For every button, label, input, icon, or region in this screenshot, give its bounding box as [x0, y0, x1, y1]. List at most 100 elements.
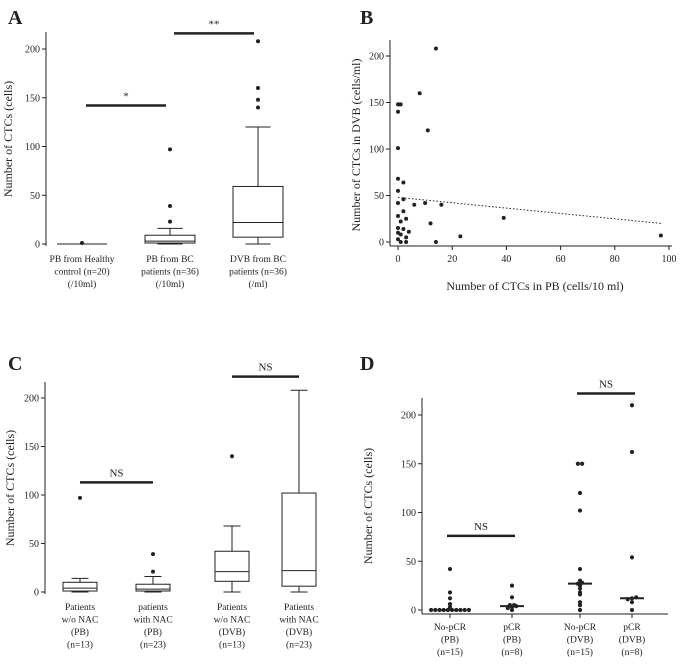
- panel-b-x-tick-label-1: 20: [447, 254, 457, 265]
- panel-d-significance-label-0: NS: [474, 521, 488, 533]
- panel-d-y-tick-label-3: 150: [401, 459, 416, 470]
- panel-a-y-axis-label: Number of CTCs (cells): [1, 81, 15, 197]
- panel-a-outlier-2-1: [256, 97, 260, 102]
- panel-letter-a: A: [8, 7, 23, 29]
- panel-d-dot-0-14: [447, 566, 453, 572]
- panel-d-dot-2-0: [577, 607, 583, 613]
- panel-b-point-31: [458, 234, 463, 239]
- panel-b-point-23: [412, 202, 417, 207]
- panel-b-point-13: [398, 232, 403, 237]
- panel-d-dot-3-5: [629, 555, 635, 560]
- panel-d-dot-2-1: [577, 600, 583, 605]
- panel-b-point-11: [396, 237, 400, 242]
- panel-d-dot-3-6: [629, 449, 635, 455]
- panel-d-dot-3-0: [629, 607, 635, 613]
- panel-a-y-tick-label-0: 0: [35, 240, 40, 251]
- panel-b-point-29: [433, 240, 438, 244]
- panel-a-outlier-1-1: [168, 203, 172, 208]
- panel-b-point-30: [439, 202, 444, 207]
- panel-d-dot-0-0: [429, 607, 434, 613]
- panel-c-y-tick-label-0: 0: [34, 588, 39, 599]
- panel-d-y-tick-label-4: 200: [401, 411, 416, 422]
- panel-a-outlier-0-0: [80, 241, 84, 246]
- panel-a-outlier-2-3: [256, 39, 260, 44]
- panel-b-point-2: [398, 102, 403, 107]
- panel-d-y-axis-label: Number of CTCs (cells): [361, 448, 375, 564]
- panel-b-y-tick-label-3: 150: [369, 98, 384, 109]
- panel-b-x-tick-label-0: 0: [396, 254, 401, 265]
- panel-d-category-label-2: No-pCR (DVB) (n=15): [564, 623, 597, 658]
- panel-d-dot-3-1: [629, 600, 635, 605]
- panel-d-dot-1-0: [509, 607, 515, 613]
- panel-c-y-tick-label-4: 200: [24, 394, 39, 405]
- panel-d-dot-1-6: [509, 595, 515, 600]
- panel-d-dot-2-13: [580, 461, 585, 466]
- panel-d-dot-0-11: [447, 602, 453, 607]
- panel-d-category-label-1: pCR (PB) (n=8): [501, 623, 522, 658]
- panel-a-significance-label-1: **: [209, 18, 220, 30]
- panel-b-scatter: 0 50 100 150 200 0 20 40 60 80 100 Number of CTCs i…: [349, 40, 677, 293]
- panel-b-point-20: [404, 240, 409, 244]
- panel-b-point-14: [398, 219, 403, 224]
- panel-b-x-tick-label-5: 100: [662, 254, 677, 265]
- panel-letter-c: C: [8, 353, 22, 375]
- panel-c-y-tick-label-3: 150: [24, 442, 39, 453]
- panel-b-point-9: [396, 226, 400, 231]
- panel-a-category-label-0: PB from Healthy control (n=20) (/10ml): [50, 254, 115, 290]
- panel-a-outlier-2-0: [256, 105, 260, 110]
- panel-c-box-2: [214, 550, 250, 582]
- panel-b-y-tick-label-4: 200: [369, 52, 384, 63]
- panel-b-point-21: [404, 216, 409, 221]
- panel-b-point-6: [396, 188, 400, 193]
- panel-b-y-axis-label: Number of CTCs in DVB (cells/ml): [349, 59, 363, 232]
- panel-d-y-tick-label-0: 0: [411, 606, 416, 617]
- panel-d-dot-0-8: [462, 607, 467, 613]
- panel-c-significance-label-0: NS: [109, 467, 123, 479]
- panel-b-x-tick-label-3: 60: [556, 254, 566, 265]
- panel-b-y-tick-label-0: 0: [379, 238, 384, 249]
- panel-b-point-16: [401, 197, 406, 202]
- panel-a-y-tick-label-4: 200: [25, 45, 40, 56]
- panel-c-category-label-0: Patients w/o NAC (PB) (n=13): [62, 603, 99, 651]
- panel-c-category-label-1: patients with NAC (PB) (n=23): [133, 603, 172, 651]
- panel-a-outlier-1-0: [168, 219, 172, 224]
- panel-d-category-label-3: pCR (DVB) (n=8): [619, 623, 645, 658]
- panel-d-dotplot: 0 50 100 150 200 Number of CTCs (cells) NS NS No…: [361, 379, 668, 658]
- panel-d-dot-0-1: [433, 607, 438, 613]
- panel-a-significance-label-0: *: [123, 91, 129, 103]
- panel-b-point-25: [423, 200, 428, 205]
- panel-d-dot-0-9: [466, 607, 471, 613]
- panel-b-point-7: [396, 200, 400, 205]
- panel-d-y-tick-label-2: 100: [401, 508, 416, 519]
- panel-b-point-19: [404, 235, 409, 240]
- panel-d-dot-2-4: [577, 586, 583, 591]
- panel-d-dot-2-11: [577, 490, 583, 496]
- panel-d-dot-1-7: [509, 583, 515, 588]
- panel-d-dot-2-12: [575, 461, 581, 466]
- panel-d-dot-2-14: [577, 603, 583, 608]
- panel-b-x-axis-label: Number of CTCs in PB (cells/10 ml): [446, 279, 623, 293]
- panel-b-trendline: [397, 196, 661, 224]
- panel-c-outlier-1-1: [151, 552, 155, 557]
- panel-b-y-tick-label-1: 50: [374, 191, 384, 202]
- panel-c-y-tick-label-2: 100: [24, 491, 39, 502]
- panel-c-category-label-2: Patients w/o NAC (DVB) (n=13): [214, 603, 251, 651]
- panel-c-outlier-0-0: [78, 495, 82, 500]
- panel-a-box-1: [144, 234, 196, 244]
- panel-c-outlier-2-0: [230, 454, 234, 459]
- panel-c-y-axis-label: Number of CTCs (cells): [3, 430, 17, 546]
- panel-b-y-tick-label-2: 100: [369, 145, 384, 156]
- panel-c-box-0: [62, 581, 98, 592]
- panel-c-box-3: [281, 492, 317, 587]
- panel-b-point-28: [433, 46, 438, 51]
- panel-d-dot-2-8: [577, 578, 583, 583]
- panel-d-dot-2-9: [577, 566, 583, 572]
- panel-d-y-tick-label-1: 50: [406, 557, 416, 568]
- panel-a-outlier-1-2: [168, 147, 172, 152]
- panel-c-boxplot: 0 50 100 150 200 Number of CTCs (cells) NS NS Pa…: [3, 362, 319, 651]
- panel-a-category-label-1: PB from BC patients (n=36) (/10ml): [141, 254, 199, 290]
- panel-d-dot-0-10: [447, 604, 453, 610]
- panel-b-point-26: [425, 128, 430, 133]
- panel-b-point-15: [401, 180, 406, 185]
- panel-b-point-5: [396, 176, 400, 181]
